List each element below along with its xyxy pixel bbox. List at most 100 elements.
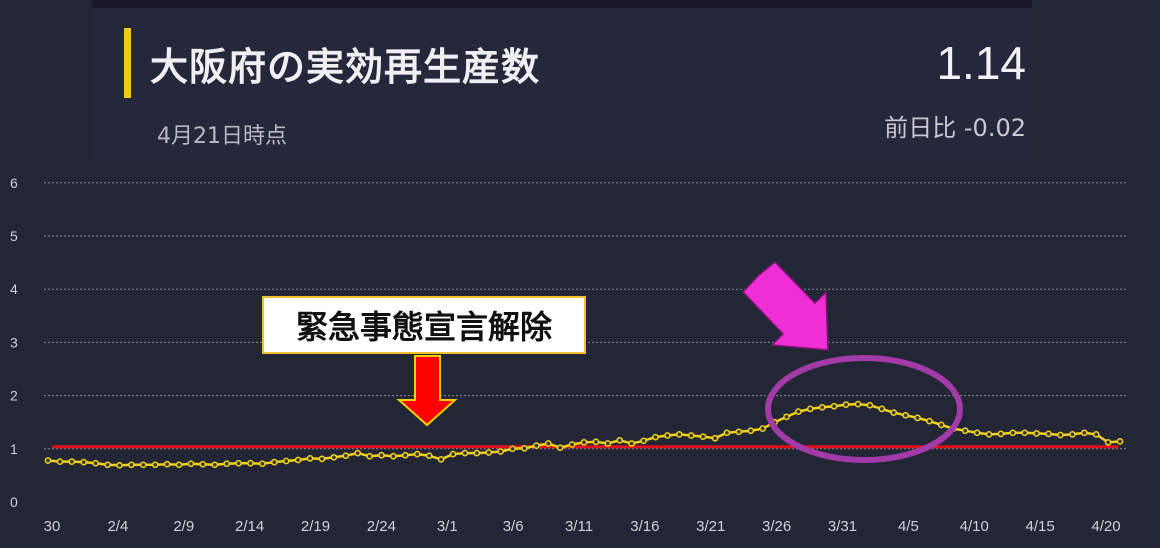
- data-point: [521, 444, 528, 452]
- data-point: [914, 414, 921, 422]
- page-title: 大阪府の実効再生産数: [150, 45, 541, 89]
- data-point: [592, 438, 600, 446]
- x-tick-label: 3/11: [565, 518, 593, 535]
- data-point: [199, 460, 207, 468]
- y-tick-label: 2: [10, 388, 18, 404]
- data-point: [1033, 430, 1040, 437]
- data-point: [211, 461, 219, 469]
- data-point: [544, 440, 552, 447]
- x-tick-label: 4/5: [898, 518, 919, 535]
- data-point: [318, 455, 326, 463]
- data-point: [675, 431, 683, 438]
- data-point: [80, 458, 88, 466]
- x-tick-label: 4/15: [1026, 518, 1055, 535]
- peak-highlight-ellipse: [765, 355, 963, 463]
- data-point: [735, 428, 743, 436]
- data-point: [104, 461, 111, 469]
- current-value: 1.14: [936, 37, 1026, 89]
- y-tick-label: 5: [10, 228, 18, 244]
- data-point: [568, 441, 576, 448]
- data-point: [1009, 429, 1017, 437]
- data-point: [783, 413, 790, 421]
- data-point: [652, 433, 659, 441]
- annotation-label: 緊急事態宣言解除: [262, 296, 586, 354]
- x-tick-label: 2/9: [173, 518, 194, 535]
- data-point: [1104, 439, 1112, 446]
- x-tick-label: 3/31: [828, 518, 857, 535]
- header-card: [92, 8, 1032, 160]
- data-point: [259, 460, 266, 468]
- data-point: [282, 457, 290, 465]
- data-point: [116, 461, 123, 469]
- data-point: [1045, 430, 1052, 438]
- data-point: [1092, 431, 1100, 438]
- data-point: [151, 461, 159, 469]
- data-point: [270, 458, 278, 466]
- x-tick-label: 2/4: [107, 518, 128, 535]
- data-point: [473, 449, 481, 457]
- data-point: [747, 427, 755, 435]
- data-point: [866, 401, 874, 409]
- data-point: [294, 456, 302, 464]
- x-tick-label: 2/19: [301, 518, 330, 535]
- x-axis-ticks: 30 2/4 2/9 2/14 2/19 2/24 3/1 3/6 3/11 3/16 3/21 3/…: [44, 518, 1121, 535]
- data-point: [533, 442, 540, 449]
- data-point: [128, 461, 135, 469]
- data-point: [366, 452, 373, 460]
- data-point: [175, 461, 183, 469]
- data-point: [497, 448, 504, 455]
- x-tick-label: 3/16: [630, 518, 659, 535]
- data-point: [580, 439, 588, 446]
- data-point: [854, 400, 862, 408]
- y-axis-ticks: 0 1 2 3 4 5 6: [10, 175, 18, 510]
- data-point: [628, 440, 635, 447]
- day-over-day-change: 前日比 -0.02: [884, 114, 1026, 142]
- x-tick-label: 4/20: [1091, 518, 1120, 535]
- data-point: [664, 432, 671, 439]
- data-point: [1080, 429, 1088, 437]
- data-point: [44, 457, 52, 464]
- data-point: [878, 405, 886, 413]
- data-point: [556, 444, 564, 452]
- x-tick-label: 3/21: [696, 518, 725, 535]
- y-tick-label: 4: [10, 281, 18, 297]
- x-tick-label: 3/6: [503, 518, 524, 535]
- data-point: [842, 401, 850, 408]
- data-point: [330, 453, 338, 461]
- data-point: [354, 449, 362, 457]
- data-point: [640, 437, 647, 445]
- top-strip: [92, 0, 1032, 8]
- data-point: [223, 460, 231, 468]
- data-point: [687, 432, 695, 439]
- x-tick-label: 3/26: [762, 518, 791, 535]
- x-tick-label: 3/1: [437, 518, 458, 535]
- data-point: [56, 458, 64, 465]
- data-point: [235, 459, 242, 467]
- accent-bar: [124, 28, 131, 98]
- data-point: [437, 456, 445, 463]
- data-point: [997, 430, 1005, 438]
- data-point: [485, 449, 493, 456]
- y-tick-label: 6: [10, 175, 18, 191]
- data-point: [973, 429, 981, 437]
- data-point: [461, 449, 469, 457]
- data-point: [342, 452, 350, 460]
- data-point: [92, 459, 99, 467]
- data-point: [902, 411, 909, 419]
- data-point: [616, 436, 624, 444]
- x-tick-label: 2/24: [367, 518, 396, 535]
- data-point: [1021, 429, 1029, 437]
- data-point: [163, 460, 171, 468]
- data-point: [830, 402, 838, 410]
- data-point: [890, 409, 898, 416]
- data-point: [1057, 431, 1064, 439]
- data-point: [937, 421, 945, 429]
- data-point: [711, 434, 719, 442]
- data-point: [985, 431, 993, 438]
- data-point: [247, 459, 254, 467]
- data-point: [926, 417, 933, 425]
- data-point: [1069, 431, 1076, 438]
- data-point: [961, 427, 969, 435]
- magenta-down-arrow-icon: [741, 260, 829, 351]
